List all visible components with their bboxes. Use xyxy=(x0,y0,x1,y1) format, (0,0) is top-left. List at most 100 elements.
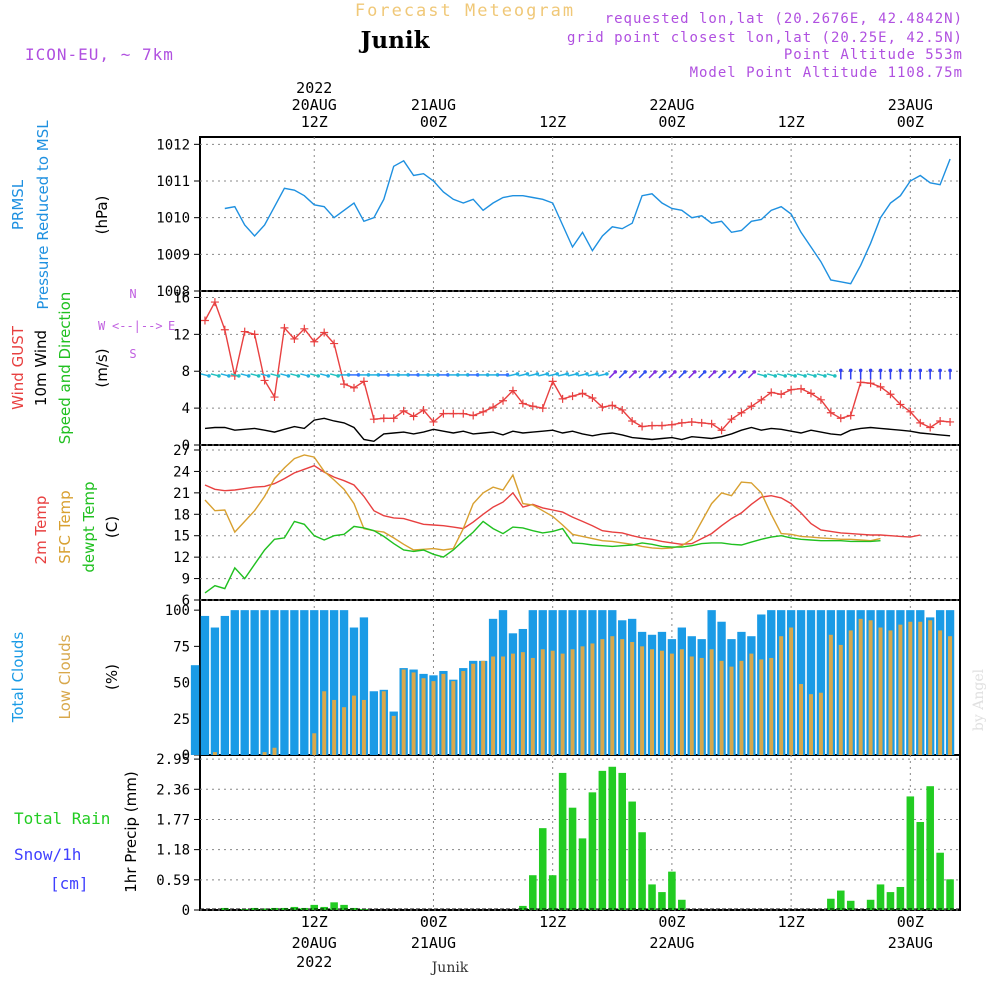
wind-direction-arrowhead xyxy=(217,374,221,378)
cloud-ytick-label: 100 xyxy=(165,603,190,619)
total-cloud-bar xyxy=(290,610,299,755)
gust-marker xyxy=(528,402,537,411)
temp-ytick-label: 6 xyxy=(182,593,190,609)
bottom-date-label: 22AUG xyxy=(649,934,694,952)
gust-marker xyxy=(677,418,686,427)
precip-bar xyxy=(310,904,319,910)
precip-bar xyxy=(588,792,597,910)
wind-direction-arrowhead xyxy=(386,373,391,377)
cloud-ytick-label: 75 xyxy=(173,639,190,655)
wind-direction-arrowhead xyxy=(465,373,470,377)
wind-direction-arrowhead xyxy=(783,374,787,378)
cloud-ytick-label: 25 xyxy=(173,712,190,728)
precip-bar xyxy=(866,899,875,910)
low-cloud-bar xyxy=(669,653,674,755)
gust-marker xyxy=(508,386,517,395)
gust-label: Wind GUST xyxy=(9,325,27,410)
pressure-unit: (hPa) xyxy=(93,196,111,235)
low-cloud-bar xyxy=(898,624,903,755)
low-cloud-bar xyxy=(332,699,337,755)
low-cloud-bar xyxy=(799,684,804,755)
pressure-ytick-label: 1011 xyxy=(156,174,190,190)
low-cloud-bar xyxy=(312,733,317,755)
low-cloud-bar xyxy=(699,657,704,755)
total-cloud-bar xyxy=(310,610,319,755)
compass-s: S xyxy=(129,347,136,361)
gust-marker xyxy=(280,323,289,332)
wind-ytick-label: 0 xyxy=(182,438,190,454)
low-cloud-bar xyxy=(759,659,764,755)
top-date-label: 21AUG xyxy=(411,96,456,114)
total-cloud-bar xyxy=(210,627,220,755)
low-cloud-bar xyxy=(928,620,933,755)
pressure-label: PRMSL xyxy=(9,179,27,230)
wind-direction-arrowhead xyxy=(535,372,540,376)
wind-direction-arrowhead xyxy=(763,374,768,378)
total-cloud-bar xyxy=(369,691,379,755)
wind-ytick-label: 8 xyxy=(182,364,190,380)
gust-marker xyxy=(568,392,577,401)
low-cloud-bar xyxy=(580,646,585,755)
gust-marker xyxy=(439,409,448,418)
gust-marker xyxy=(310,337,319,346)
wind-direction-arrowhead xyxy=(575,372,579,376)
total-cloud-bar xyxy=(806,610,816,755)
total-cloud-bar xyxy=(329,610,339,755)
wind-direction-arrowhead xyxy=(336,374,340,378)
low-cloud-bar xyxy=(600,639,605,755)
gust-marker xyxy=(797,384,806,393)
wind-unit: (m/s) xyxy=(93,348,111,387)
low-cloud-bar xyxy=(491,656,496,755)
low-cloud-bar xyxy=(510,653,515,755)
precip-bar xyxy=(658,892,666,910)
low-cloud-bar xyxy=(659,650,664,755)
wind-direction-arrowhead xyxy=(908,368,913,373)
precip-bar xyxy=(568,807,577,910)
precip-bar xyxy=(886,892,895,910)
wind-direction-arrowhead xyxy=(376,373,381,377)
gust-marker xyxy=(836,414,845,423)
temp-ytick-label: 18 xyxy=(173,507,190,523)
precip-ytick-label: 1.18 xyxy=(156,843,190,859)
wind-direction-arrowhead xyxy=(316,374,321,378)
compass-w: W xyxy=(98,319,106,333)
low-cloud-bar xyxy=(640,646,645,755)
precip-bar xyxy=(916,822,925,910)
wind-direction-arrowhead xyxy=(918,368,923,373)
precip-bar xyxy=(906,796,915,910)
low-cloud-bar xyxy=(471,663,476,755)
wind-direction-arrowhead xyxy=(623,370,628,374)
bottom-hour-label: 12Z xyxy=(778,913,805,931)
wind-direction-arrowhead xyxy=(236,374,241,378)
gust-marker xyxy=(469,411,478,420)
wind-direction-arrowhead xyxy=(868,368,873,373)
wind-direction-arrowhead xyxy=(396,373,401,377)
gust-marker xyxy=(359,377,368,386)
bottom-date-label: 21AUG xyxy=(411,934,456,952)
total-cloud-bar xyxy=(816,610,826,755)
gust-marker xyxy=(816,395,825,404)
total-cloud-bar xyxy=(339,610,349,755)
requested-coords: requested lon,lat (20.2676E, 42.4842N) xyxy=(605,11,963,27)
sfc-temp-line xyxy=(204,454,881,551)
wind-direction-arrowhead xyxy=(555,372,559,376)
wind-direction-arrowhead xyxy=(898,368,903,373)
low-cloud-bar xyxy=(918,621,923,755)
low-cloud-bar xyxy=(888,630,893,755)
dewpt-line xyxy=(204,520,881,594)
temp-ytick-label: 21 xyxy=(173,486,190,502)
wind-direction-arrowhead xyxy=(446,373,450,377)
wind-direction-arrowhead xyxy=(848,368,853,373)
top-year-label: 2022 xyxy=(296,79,332,97)
low-cloud-bar xyxy=(322,691,327,755)
gust-marker xyxy=(379,414,388,423)
low-cloud-bar xyxy=(272,747,277,755)
total-cloud-bar xyxy=(260,610,269,755)
wind-direction-arrowhead xyxy=(683,370,687,374)
gust-marker xyxy=(856,378,865,387)
low-cloud-bar xyxy=(848,630,853,755)
gust-marker xyxy=(538,404,547,413)
wind-direction-arrowhead xyxy=(296,374,301,378)
wind-direction-arrowhead xyxy=(633,370,637,374)
wind-direction-arrowhead xyxy=(793,374,797,378)
